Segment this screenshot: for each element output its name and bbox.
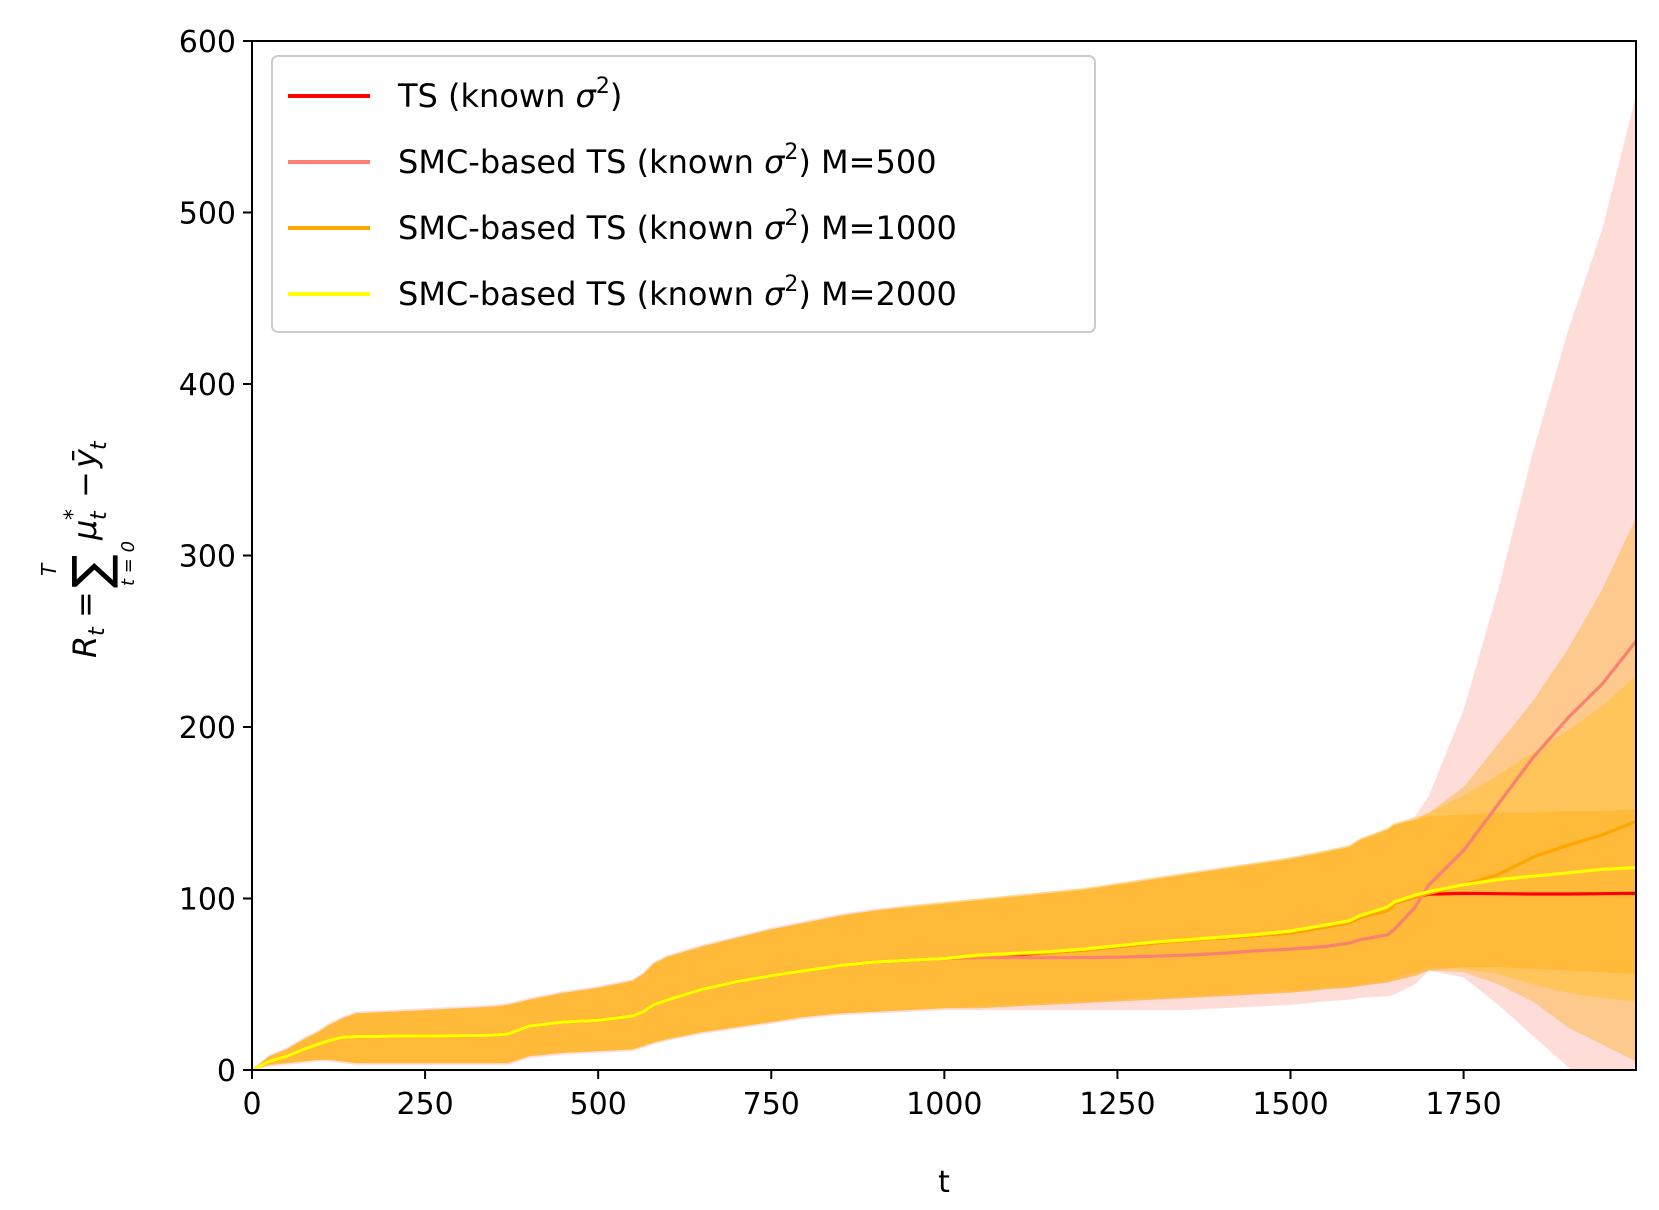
band-1	[252, 809, 1636, 1070]
ylabel-mu: μ	[66, 520, 104, 541]
ylabel-upper: T	[37, 562, 61, 576]
y-axis-label: R t = ∑ T t = 0 μ t * − ȳ t	[37, 440, 139, 658]
legend-label-1: TS (known σ2)	[397, 74, 622, 115]
legend-label-3: SMC-based TS (known σ2) M=1000	[398, 206, 957, 247]
series-lines	[252, 640, 1636, 1070]
x-axis-ticks: 0 250 500 750 1000 1250 1500 1750	[242, 1070, 1502, 1122]
band-4	[252, 675, 1636, 1070]
x-tick-label: 0	[242, 1087, 261, 1122]
x-tick-label: 1250	[1079, 1087, 1155, 1122]
ylabel-ybar: ȳ	[66, 448, 104, 469]
x-tick-label: 250	[396, 1087, 453, 1122]
y-axis-ticks: 0 100 200 300 400 500 600	[179, 25, 252, 1089]
x-tick-label: 1750	[1425, 1087, 1501, 1122]
legend-box	[271, 55, 1096, 333]
x-tick-label: 500	[570, 1087, 627, 1122]
ylabel-mu-sup: *	[61, 509, 86, 520]
ylabel-r: R	[66, 636, 104, 658]
legend-label-2: SMC-based TS (known σ2) M=500	[398, 140, 937, 181]
legend-label-4: SMC-based TS (known σ2) M=2000	[398, 272, 957, 313]
x-tick-label: 750	[743, 1087, 800, 1122]
y-tick-label: 0	[217, 1054, 236, 1089]
ylabel-eq: =	[66, 591, 104, 618]
y-tick-label: 200	[179, 711, 236, 746]
ylabel-y-sub: t	[87, 440, 112, 450]
y-tick-label: 600	[179, 25, 236, 60]
y-tick-label: 400	[179, 368, 236, 403]
ylabel-minus: −	[66, 471, 104, 498]
ylabel-mu-sub: t	[87, 510, 112, 520]
y-tick-label: 300	[179, 540, 236, 575]
ylabel-sum: ∑	[62, 554, 120, 588]
x-tick-label: 1000	[906, 1087, 982, 1122]
legend: TS (known σ2) SMC-based TS (known σ2) M=5…	[271, 55, 1096, 333]
ylabel-lower: t = 0	[118, 541, 139, 586]
ylabel-r-sub: t	[85, 626, 110, 636]
x-tick-label: 1500	[1252, 1087, 1328, 1122]
series-line-4	[252, 866, 1636, 1070]
y-tick-label: 500	[179, 197, 236, 232]
y-tick-label: 100	[179, 883, 236, 918]
x-axis-label: t	[938, 1165, 950, 1200]
